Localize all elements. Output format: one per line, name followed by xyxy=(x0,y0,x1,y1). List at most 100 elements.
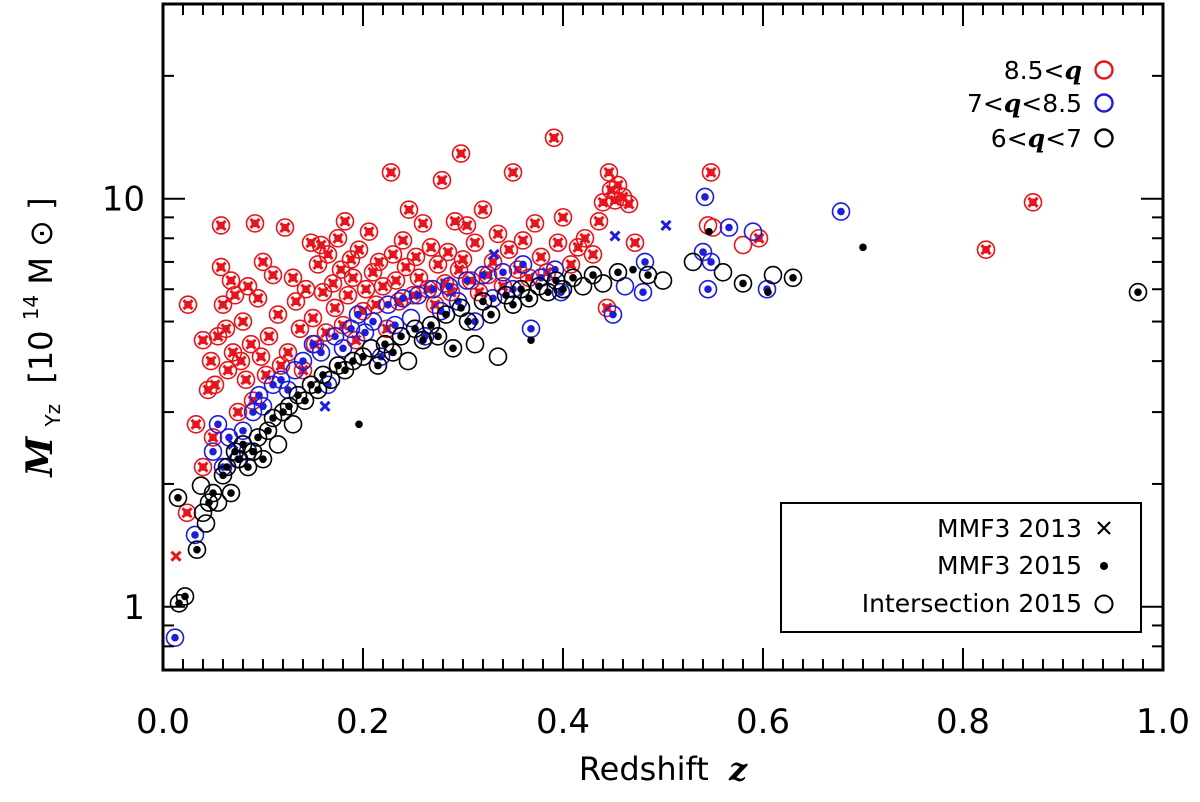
y-axis-unit-prefix: [10 xyxy=(22,330,60,383)
data-point-circle xyxy=(311,235,331,255)
data-point-circle xyxy=(381,163,401,182)
data-point-x xyxy=(190,418,202,430)
data-point-circle xyxy=(203,428,223,447)
data-point-circle xyxy=(698,279,718,299)
data-point-circle xyxy=(208,493,228,512)
axis-ticks xyxy=(162,3,1164,671)
y-axis-title: M Yz [10 14 M ⊙ ] xyxy=(19,197,65,478)
data-point-circle xyxy=(343,268,363,288)
data-point-circle xyxy=(216,319,236,339)
data-point-x xyxy=(255,351,267,363)
data-point-circle xyxy=(238,277,258,296)
data-point-circle xyxy=(193,330,213,350)
data-point-circle xyxy=(597,298,617,318)
data-point-circle xyxy=(544,128,564,148)
data-point-x xyxy=(609,230,621,242)
data-point-x xyxy=(385,166,397,178)
x-axis-label: Redshift xyxy=(579,750,709,788)
x-axis-variable: z xyxy=(728,750,748,788)
q-legend: 8.5<q 7<q<8.5 6<q<7 xyxy=(967,56,1114,153)
data-point-x xyxy=(397,234,409,247)
data-point-circle xyxy=(363,312,383,331)
marker-legend: MMF3 2013 MMF3 2015 Intersection 2015 xyxy=(780,502,1142,633)
data-point-circle xyxy=(178,295,198,314)
data-point-circle xyxy=(398,351,418,371)
data-point-x xyxy=(436,174,448,186)
data-point-circle xyxy=(421,315,441,335)
data-point-circle xyxy=(573,277,593,296)
data-point-circle xyxy=(186,415,206,434)
q-legend-entry-1: 8.5<q xyxy=(1004,56,1082,85)
data-point-dot xyxy=(285,402,293,411)
data-point-circle xyxy=(503,295,523,314)
x-tick-label: 0.4 xyxy=(536,702,590,742)
data-point-x xyxy=(287,272,299,284)
data-point-circle xyxy=(259,327,279,346)
y-axis-unit-suffix: M xyxy=(22,257,60,285)
data-point-circle xyxy=(253,396,273,416)
data-point-dot xyxy=(789,273,797,282)
data-point-circle xyxy=(733,235,753,255)
data-point-dot xyxy=(301,396,309,405)
data-point-circle xyxy=(383,245,403,264)
data-point-circle xyxy=(290,319,310,339)
data-point-x xyxy=(240,374,252,386)
data-point-circle xyxy=(453,250,473,269)
data-point-circle xyxy=(465,334,485,354)
data-point-dot xyxy=(527,324,535,333)
data-point-circle xyxy=(519,289,539,308)
y-axis-subscript: Yz xyxy=(41,404,65,428)
data-point-circle xyxy=(583,245,603,264)
data-point-x xyxy=(327,277,339,289)
data-point-x xyxy=(593,215,605,227)
data-point-dot xyxy=(227,489,235,497)
x-tick-label: 0.6 xyxy=(736,702,790,742)
data-point-circle xyxy=(383,343,403,362)
data-points xyxy=(165,128,1148,647)
data-point-dot xyxy=(699,248,707,256)
data-point-x xyxy=(548,132,560,144)
data-point-circle xyxy=(551,282,571,302)
data-point-circle xyxy=(749,228,769,248)
data-point-dot xyxy=(254,433,262,442)
data-point-dot xyxy=(239,440,247,449)
data-point-x xyxy=(417,217,429,229)
data-point-circle xyxy=(386,271,406,290)
data-point-circle xyxy=(529,277,549,296)
data-point-dot xyxy=(517,285,525,294)
data-point-dot xyxy=(614,268,622,277)
data-point-circle xyxy=(575,228,595,248)
data-point-circle xyxy=(783,268,803,288)
data-point-x xyxy=(425,241,437,253)
data-point-dot xyxy=(239,426,247,435)
data-point-circle xyxy=(311,343,331,362)
data-point-x xyxy=(572,241,584,253)
data-point-dot xyxy=(414,291,422,300)
data-point-dot xyxy=(449,344,457,353)
data-point-x xyxy=(290,295,302,308)
q-legend-marker-2 xyxy=(1094,93,1114,113)
circle-marker-icon xyxy=(1094,594,1114,614)
data-point-x xyxy=(557,211,569,223)
data-point-circle xyxy=(406,247,426,267)
data-point-x xyxy=(373,256,385,268)
data-point-circle xyxy=(425,295,445,314)
data-point-circle xyxy=(268,305,288,324)
data-point-x xyxy=(207,431,219,444)
data-point-dot xyxy=(519,260,527,269)
data-point-x xyxy=(455,148,467,160)
data-point-x xyxy=(222,364,234,376)
data-point-circle xyxy=(228,402,248,422)
data-point-circle xyxy=(465,233,485,253)
data-point-x xyxy=(587,248,599,261)
data-point-circle xyxy=(503,163,523,182)
data-point-dot xyxy=(639,288,647,297)
data-point-circle xyxy=(208,415,228,434)
data-point-dot xyxy=(457,304,465,312)
y-tick-labels: 1 10 xyxy=(102,180,145,628)
data-point-dot xyxy=(264,426,272,435)
data-point-x xyxy=(473,286,485,298)
data-point-x xyxy=(257,256,269,268)
data-point-x xyxy=(579,232,591,244)
data-point-circle xyxy=(393,289,413,308)
